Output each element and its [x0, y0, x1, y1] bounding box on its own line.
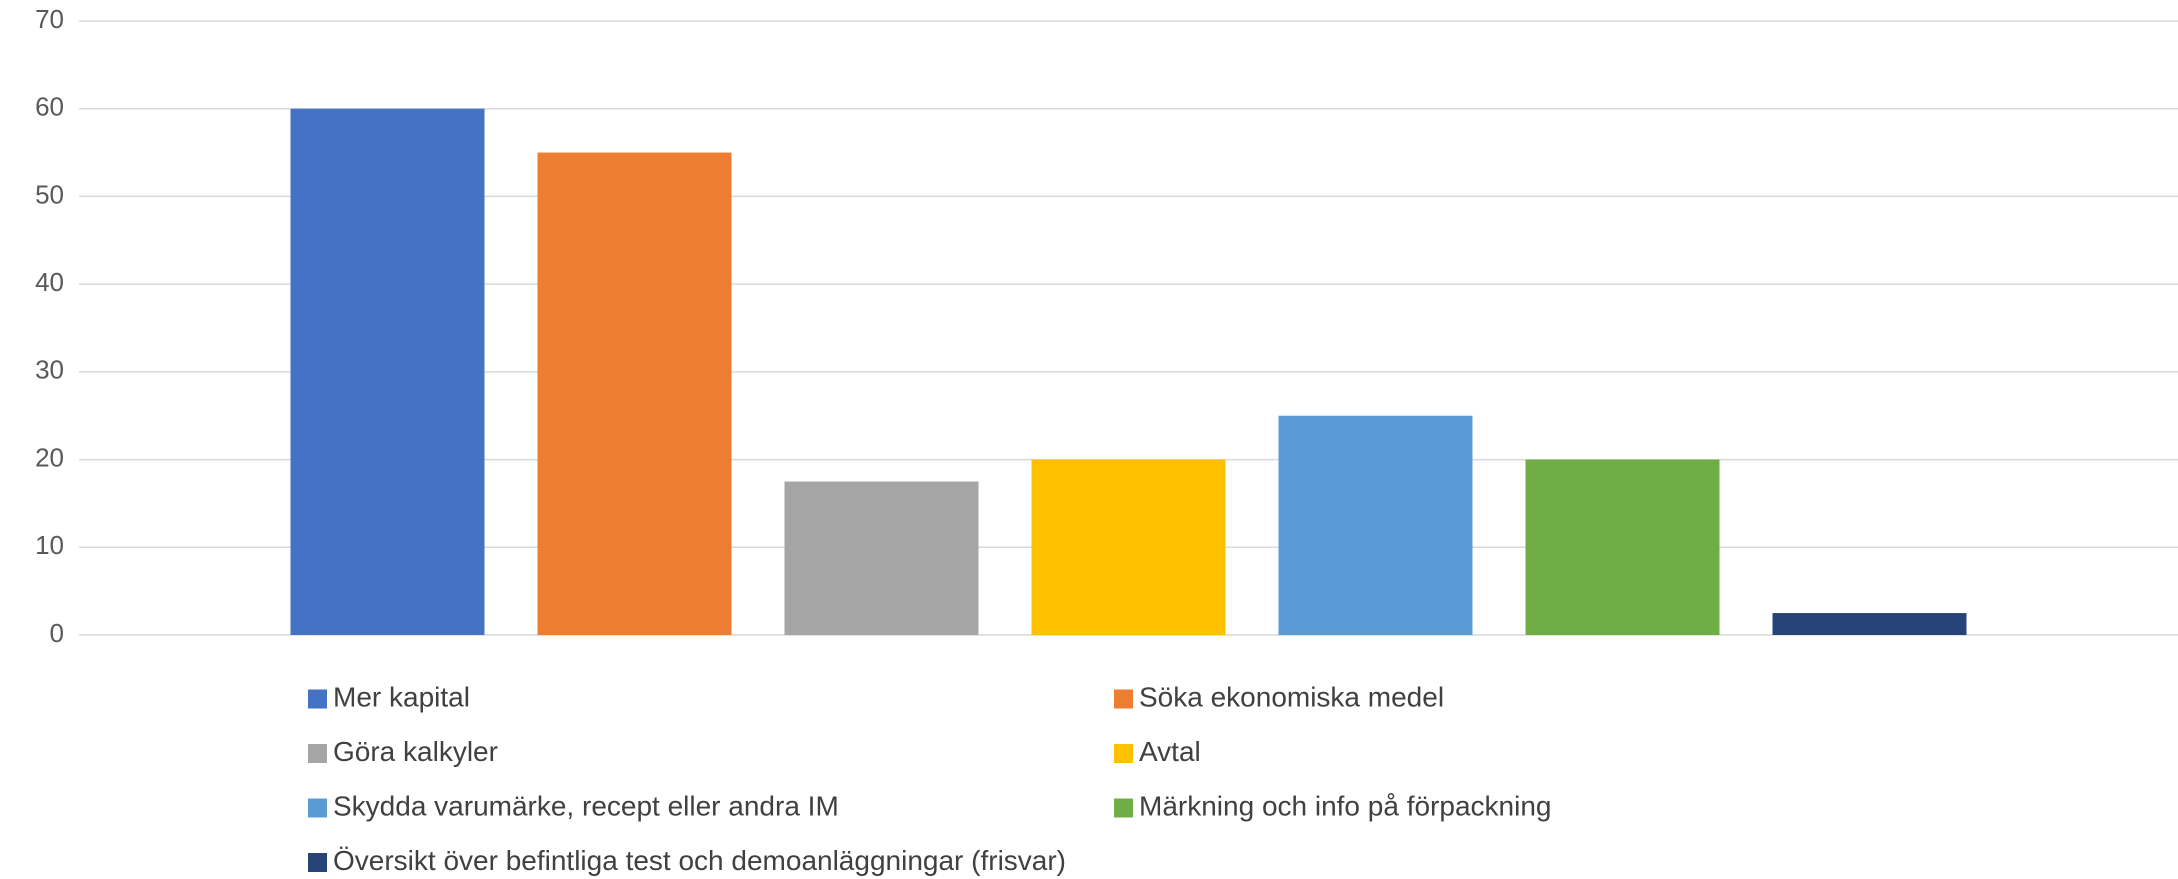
legend-swatch: [308, 798, 327, 818]
y-tick-label: 20: [35, 442, 64, 472]
bar: [537, 152, 732, 636]
y-tick-label: 40: [35, 267, 64, 297]
bar: [784, 481, 979, 635]
legend-label: Skydda varumärke, recept eller andra IM: [333, 790, 839, 821]
bar: [290, 108, 485, 635]
legend-label: Avtal: [1139, 736, 1201, 767]
y-tick-label: 30: [35, 355, 64, 385]
y-tick-label: 60: [35, 92, 64, 122]
bar: [1031, 459, 1226, 635]
legend-swatch: [1114, 798, 1133, 818]
legend-swatch: [1114, 689, 1133, 709]
legend-swatch: [308, 853, 327, 872]
y-tick-label: 0: [50, 618, 64, 648]
legend-swatch: [308, 689, 327, 709]
legend-label: Göra kalkyler: [333, 736, 498, 767]
bar: [1278, 415, 1473, 635]
legend-label: Översikt över befintliga test och demoan…: [333, 845, 1066, 876]
bar: [1525, 459, 1720, 635]
y-tick-label: 50: [35, 179, 64, 209]
legend-label: Mer kapital: [333, 681, 470, 712]
bar: [1772, 613, 1967, 635]
legend-swatch: [1114, 744, 1133, 763]
legend-label: Söka ekonomiska medel: [1139, 681, 1444, 712]
legend-label: Märkning och info på förpackning: [1139, 790, 1551, 821]
legend-swatch: [308, 744, 327, 763]
y-tick-label: 10: [35, 530, 64, 560]
y-tick-label: 70: [35, 4, 64, 34]
